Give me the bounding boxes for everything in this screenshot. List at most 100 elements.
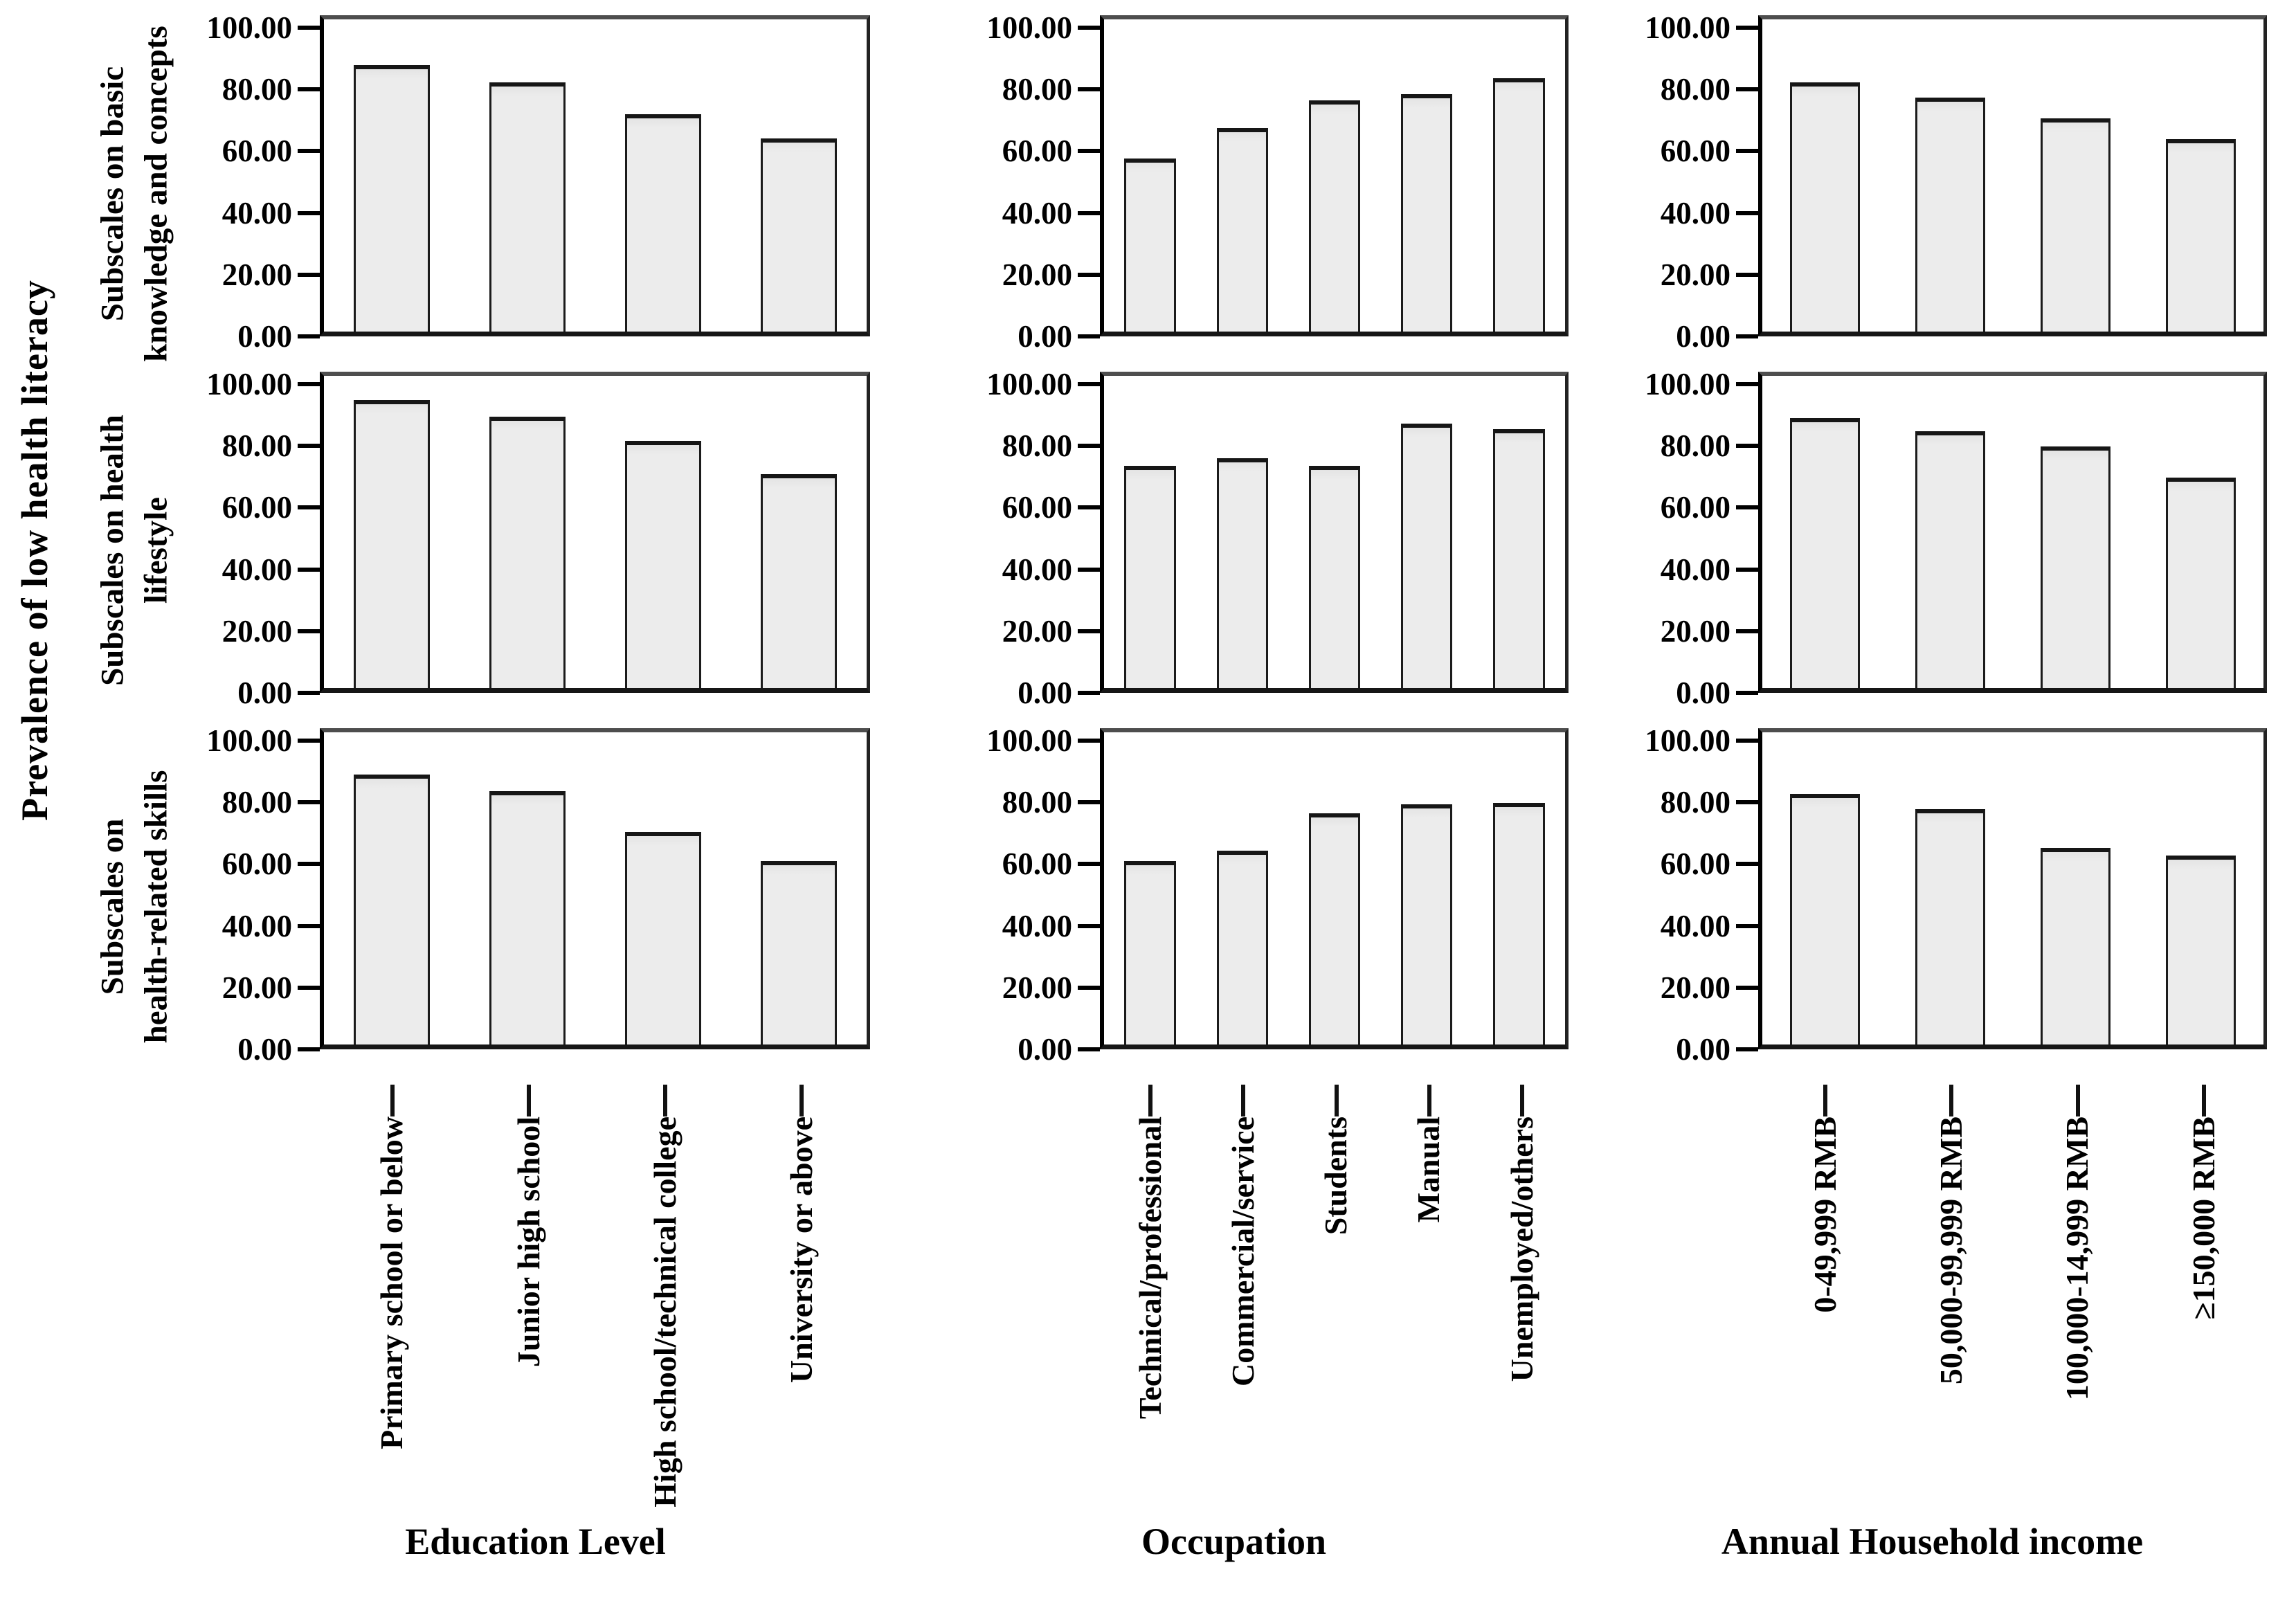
y-tick-mark: [1078, 1047, 1100, 1051]
spacer: [0, 1496, 69, 1607]
y-tick-mark: [1736, 1047, 1758, 1051]
y-tick-label: 80.00: [1002, 785, 1072, 820]
y-axis: 0.00 20.00 40.00 60.00 80.00 100.00: [981, 10, 1100, 354]
category-slot: Students: [1290, 1116, 1382, 1496]
y-axis: 0.00 20.00 40.00 60.00 80.00 100.00: [1639, 10, 1758, 354]
category-slot: High school/technical college: [597, 1116, 734, 1508]
bar: [1216, 458, 1269, 688]
y-tick-label: 0.00: [237, 319, 292, 354]
bar: [489, 417, 566, 688]
bar: [1308, 813, 1361, 1044]
bar: [1400, 424, 1453, 688]
plot-area: [1100, 372, 1569, 693]
y-tick-label: 80.00: [1660, 785, 1730, 820]
spacer: [69, 1496, 201, 1607]
chart-cell: 0.00 20.00 40.00 60.00 80.00 100.00: [899, 10, 1598, 372]
plot-area: [320, 372, 870, 693]
y-tick-label: 100.00: [1645, 10, 1730, 45]
y-tick-label: 40.00: [1660, 908, 1730, 943]
bar: [1308, 466, 1361, 688]
category-slot: ≥150,000 RMB: [2141, 1116, 2267, 1496]
y-tick-mark: [1078, 985, 1100, 990]
y-tick-mark: [298, 800, 320, 805]
y-tick-mark: [298, 272, 320, 277]
x-tick-mark: [1823, 1085, 1828, 1116]
bar: [1216, 128, 1269, 332]
y-tick-label: 40.00: [222, 195, 292, 230]
y-tick-mark: [1078, 628, 1100, 633]
x-tick-mark: [1519, 1085, 1524, 1116]
y-tick-mark: [1078, 210, 1100, 215]
category-slot: Unemployed/others: [1476, 1116, 1569, 1496]
bar-chart-lifestyle-education: 0.00 20.00 40.00 60.00 80.00 100.00: [201, 367, 870, 710]
y-axis-title: Prevalence of low health literacy: [14, 279, 55, 821]
category-slot: 50,000-99,999 RMB: [1888, 1116, 2014, 1496]
bar: [625, 832, 701, 1044]
bar: [1400, 804, 1453, 1044]
bar: [1915, 808, 1986, 1044]
y-tick-label: 20.00: [1660, 613, 1730, 649]
bar: [1789, 793, 1861, 1044]
category-label: Students: [1318, 1116, 1354, 1236]
y-tick-mark: [1078, 800, 1100, 805]
bar: [1789, 82, 1861, 332]
chart-cell: 0.00 20.00 40.00 60.00 80.00 100.00: [201, 723, 899, 1085]
x-tick-mark: [1949, 1085, 1954, 1116]
bar-chart-lifestyle-income: 0.00 20.00 40.00 60.00 80.00 100.00: [1639, 367, 2267, 710]
y-tick-label: 100.00: [986, 723, 1072, 758]
y-tick-label: 80.00: [222, 72, 292, 107]
y-tick-mark: [1736, 87, 1758, 92]
x-tick-strip: [324, 1085, 870, 1116]
y-tick-mark: [1736, 628, 1758, 633]
y-tick-mark: [1078, 691, 1100, 695]
x-tick-strip: [1762, 1085, 2267, 1116]
y-tick-mark: [1736, 923, 1758, 928]
y-tick-label: 60.00: [222, 847, 292, 882]
y-tick-label: 0.00: [1676, 1032, 1730, 1067]
x-axis-title-cell: Occupation: [899, 1496, 1598, 1607]
bar: [1308, 100, 1361, 332]
y-tick-label: 20.00: [222, 257, 292, 292]
x-tick-mark: [799, 1085, 804, 1116]
y-axis: 0.00 20.00 40.00 60.00 80.00 100.00: [981, 723, 1100, 1067]
chart-cell: 0.00 20.00 40.00 60.00 80.00 100.00: [201, 10, 899, 372]
y-tick-label: 60.00: [222, 490, 292, 525]
spacer: [0, 1085, 69, 1496]
y-tick-label: 60.00: [1002, 134, 1072, 169]
bar: [354, 399, 430, 688]
y-tick-label: 60.00: [222, 134, 292, 169]
y-axis: 0.00 20.00 40.00 60.00 80.00 100.00: [201, 723, 320, 1067]
y-tick-mark: [298, 210, 320, 215]
plot-area: [320, 15, 870, 336]
y-tick-label: 80.00: [1660, 72, 1730, 107]
row-label-basic-knowledge: Subscales on basic knowledge and concept…: [69, 15, 201, 372]
y-tick-mark: [1078, 567, 1100, 572]
category-label: High school/technical college: [647, 1116, 683, 1508]
y-tick-mark: [1078, 87, 1100, 92]
bar-chart-basic-income: 0.00 20.00 40.00 60.00 80.00 100.00: [1639, 10, 2267, 354]
y-tick-mark: [298, 381, 320, 386]
y-tick-label: 20.00: [222, 613, 292, 649]
y-tick-label: 80.00: [1660, 428, 1730, 464]
x-axis-title-cell: Annual Household income: [1598, 1496, 2296, 1607]
row-label-line1: Subscales on: [94, 818, 131, 995]
y-tick-mark: [1736, 691, 1758, 695]
category-label: 100,000-14,999 RMB: [2059, 1116, 2095, 1401]
x-tick-mark: [1241, 1085, 1246, 1116]
category-labels-income: 0-49,999 RMB 50,000-99,999 RMB 100,000-14,…: [1598, 1085, 2296, 1496]
category-slot: Junior high school: [460, 1116, 597, 1508]
bar: [1493, 78, 1545, 332]
y-tick-mark: [1078, 334, 1100, 338]
category-label-strip: 0-49,999 RMB 50,000-99,999 RMB 100,000-14,…: [1639, 1085, 2267, 1496]
y-tick-mark: [1078, 738, 1100, 743]
y-tick-mark: [1078, 862, 1100, 867]
y-tick-label: 40.00: [222, 908, 292, 943]
bar-chart-basic-education: 0.00 20.00 40.00 60.00 80.00 100.00: [201, 10, 870, 354]
bar: [1124, 861, 1176, 1044]
y-axis: 0.00 20.00 40.00 60.00 80.00 100.00: [201, 10, 320, 354]
chart-cell: 0.00 20.00 40.00 60.00 80.00 100.00: [201, 367, 899, 728]
y-tick-mark: [298, 444, 320, 449]
category-slot: Technical/professional: [1104, 1116, 1197, 1496]
y-tick-label: 100.00: [1645, 366, 1730, 401]
bar-chart-lifestyle-occupation: 0.00 20.00 40.00 60.00 80.00 100.00: [981, 367, 1569, 710]
